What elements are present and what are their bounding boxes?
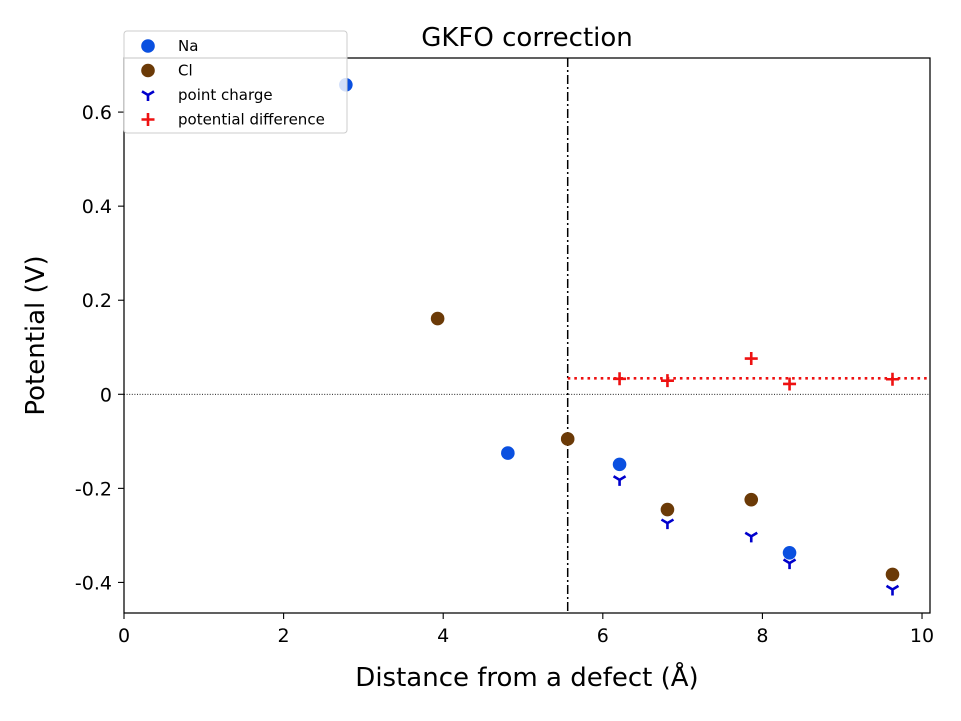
y-tick-label: 0.2 [82, 290, 112, 312]
data-point-na-2 [612, 457, 627, 472]
chart-title: GKFO correction [421, 23, 633, 53]
y-axis-title: Potential (V) [21, 255, 51, 415]
data-point-point-charge-0 [612, 475, 627, 486]
data-point-potential-difference-0 [613, 372, 627, 386]
legend-label-cl: Cl [178, 62, 193, 80]
data-point-cl-2 [660, 502, 675, 517]
legend-marker-potential-difference [141, 113, 155, 126]
data-point-potential-difference-3 [783, 377, 797, 391]
x-axis-title: Distance from a defect (Å) [355, 661, 698, 693]
series-potential-difference [613, 352, 899, 391]
x-tick-label: 2 [278, 625, 290, 647]
data-point-point-charge-4 [885, 584, 900, 596]
x-tick-label: 8 [756, 625, 768, 647]
legend-marker-cl [141, 63, 155, 78]
legend-label-point-charge: point charge [178, 86, 273, 104]
data-point-cl-4 [885, 567, 900, 582]
x-tick-label: 10 [910, 625, 934, 647]
legend-label-potential-difference: potential difference [178, 111, 325, 129]
data-point-point-charge-1 [660, 518, 675, 530]
y-tick-label: -0.2 [75, 478, 112, 500]
data-point-cl-1 [560, 432, 575, 446]
legend: Na Cl point charge potential difference [123, 30, 348, 134]
plot-content [124, 58, 930, 613]
data-point-point-charge-2 [744, 531, 758, 543]
x-tick-label: 6 [597, 625, 609, 647]
series-cl [430, 311, 900, 582]
legend-label-na: Na [178, 37, 198, 55]
x-tick-label: 4 [437, 625, 449, 647]
y-tick-label: 0.6 [82, 102, 112, 124]
data-point-point-charge-3 [782, 558, 797, 570]
data-point-cl-3 [744, 492, 759, 507]
series-point-charge [612, 475, 900, 596]
data-point-potential-difference-4 [885, 372, 899, 386]
legend-box [123, 30, 348, 134]
x-tick-label: 0 [118, 625, 130, 647]
data-point-potential-difference-2 [744, 352, 758, 366]
y-tick-label: 0 [100, 384, 112, 406]
data-point-na-3 [782, 545, 797, 560]
legend-marker-point-charge [141, 90, 155, 101]
data-point-na-1 [501, 446, 515, 460]
data-point-potential-difference-1 [660, 374, 674, 388]
y-tick-label: 0.4 [82, 196, 112, 218]
plot-area-frame [123, 57, 931, 614]
data-point-cl-0 [430, 311, 445, 326]
x-axis-ticks: 0 2 4 6 8 10 [118, 613, 934, 647]
y-tick-label: -0.4 [75, 572, 112, 594]
y-axis-ticks: -0.4 -0.2 0 0.2 0.4 0.6 [75, 102, 124, 594]
legend-marker-na [141, 39, 155, 53]
